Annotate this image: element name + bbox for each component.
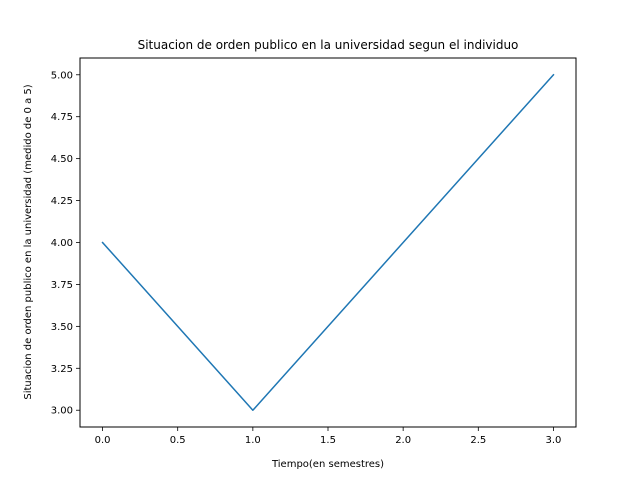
y-axis-ticks: 3.00 3.25 3.50 3.75 4.00 4.25 4.50 4.75 5.00 [51, 70, 80, 417]
y-tick-label: 4.00 [51, 238, 73, 249]
y-axis-label: Situacion de orden publico en la univers… [23, 84, 34, 399]
x-tick-label: 1.5 [320, 435, 336, 446]
y-tick-label: 3.75 [51, 280, 73, 291]
y-tick-label: 4.25 [51, 196, 73, 207]
x-axis-ticks: 0.0 0.5 1.0 1.5 2.0 2.5 3.0 [95, 427, 562, 446]
y-tick-label: 4.50 [51, 154, 73, 165]
plot-area: 0.0 0.5 1.0 1.5 2.0 2.5 3.0 3.00 3.25 3.50 3.75 4.… [51, 57, 577, 446]
y-tick-label: 3.00 [51, 406, 73, 417]
x-tick-label: 1.0 [245, 435, 261, 446]
y-tick-label: 4.75 [51, 112, 73, 123]
chart-title: Situacion de orden publico en la univers… [138, 38, 519, 52]
series-layer [101, 73, 555, 411]
y-tick-label: 3.25 [51, 364, 73, 375]
x-tick-label: 2.0 [395, 435, 411, 446]
x-tick-label: 3.0 [546, 435, 562, 446]
y-tick-label: 3.50 [51, 322, 73, 333]
series-line-0 [101, 73, 555, 411]
y-tick-label: 5.00 [51, 70, 73, 81]
x-tick-label: 0.0 [95, 435, 111, 446]
x-tick-label: 0.5 [170, 435, 186, 446]
x-tick-label: 2.5 [470, 435, 486, 446]
x-axis-label: Tiempo(en semestres) [271, 459, 384, 470]
